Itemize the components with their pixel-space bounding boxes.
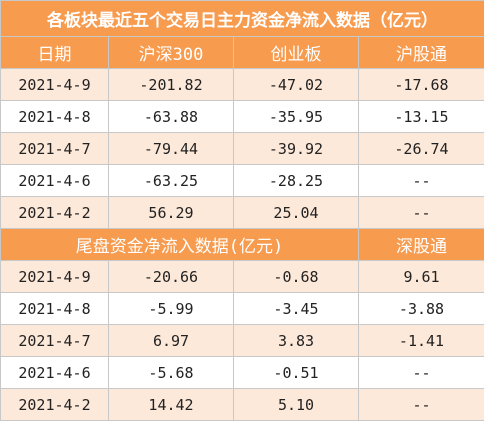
cell: -- (358, 388, 484, 421)
cell: -63.25 (108, 164, 234, 197)
cell: -39.92 (233, 132, 359, 165)
data-row: 2021-4-2 56.29 25.04 -- (0, 196, 484, 229)
column-header: 沪深300 (108, 36, 234, 69)
cell: -0.68 (233, 260, 359, 293)
cell: -5.68 (108, 356, 234, 389)
cell: -3.45 (233, 292, 359, 325)
cell: -17.68 (358, 68, 484, 101)
cell: -- (358, 196, 484, 229)
cell: -1.41 (358, 324, 484, 357)
data-row: 2021-4-7 6.97 3.83 -1.41 (0, 324, 484, 357)
cell: 2021-4-8 (0, 292, 109, 325)
cell: 5.10 (233, 388, 359, 421)
cell: 6.97 (108, 324, 234, 357)
data-row: 2021-4-9 -201.82 -47.02 -17.68 (0, 68, 484, 101)
data-row: 2021-4-7 -79.44 -39.92 -26.74 (0, 132, 484, 165)
cell: -79.44 (108, 132, 234, 165)
data-row: 2021-4-9 -20.66 -0.68 9.61 (0, 260, 484, 293)
cell: 2021-4-9 (0, 260, 109, 293)
cell: -0.51 (233, 356, 359, 389)
column-header: 沪股通 (358, 36, 484, 69)
cell: -20.66 (108, 260, 234, 293)
cell: -3.88 (358, 292, 484, 325)
cell: -26.74 (358, 132, 484, 165)
cell: -5.99 (108, 292, 234, 325)
cell: 14.42 (108, 388, 234, 421)
table-body: 各板块最近五个交易日主力资金净流入数据（亿元） 日期 沪深300 创业板 沪股通 202… (0, 0, 484, 421)
column-header: 日期 (0, 36, 109, 69)
data-row: 2021-4-6 -5.68 -0.51 -- (0, 356, 484, 389)
cell: -- (358, 164, 484, 197)
title-row: 各板块最近五个交易日主力资金净流入数据（亿元） (0, 0, 484, 37)
cell: -63.88 (108, 100, 234, 133)
cell: -13.15 (358, 100, 484, 133)
cell: 2021-4-9 (0, 68, 109, 101)
cell: 2021-4-7 (0, 132, 109, 165)
data-row: 2021-4-8 -63.88 -35.95 -13.15 (0, 100, 484, 133)
cell: 56.29 (108, 196, 234, 229)
cell: 25.04 (233, 196, 359, 229)
data-row: 2021-4-8 -5.99 -3.45 -3.88 (0, 292, 484, 325)
cell: 3.83 (233, 324, 359, 357)
cell: 2021-4-8 (0, 100, 109, 133)
cell: 2021-4-6 (0, 164, 109, 197)
data-row: 2021-4-2 14.42 5.10 -- (0, 388, 484, 421)
cell: 9.61 (358, 260, 484, 293)
cell: 2021-4-6 (0, 356, 109, 389)
column-header: 深股通 (358, 228, 484, 261)
cell: -47.02 (233, 68, 359, 101)
header-row: 日期 沪深300 创业板 沪股通 (0, 36, 484, 69)
cell: -201.82 (108, 68, 234, 101)
cell: -- (358, 356, 484, 389)
section-title: 尾盘资金净流入数据(亿元) (0, 228, 359, 261)
table-title: 各板块最近五个交易日主力资金净流入数据（亿元） (0, 0, 484, 37)
data-table: 各板块最近五个交易日主力资金净流入数据（亿元） 日期 沪深300 创业板 沪股通 202… (0, 0, 484, 421)
section-header-row: 尾盘资金净流入数据(亿元) 深股通 (0, 228, 484, 261)
cell: 2021-4-2 (0, 388, 109, 421)
cell: 2021-4-7 (0, 324, 109, 357)
cell: 2021-4-2 (0, 196, 109, 229)
cell: -28.25 (233, 164, 359, 197)
cell: -35.95 (233, 100, 359, 133)
data-row: 2021-4-6 -63.25 -28.25 -- (0, 164, 484, 197)
column-header: 创业板 (233, 36, 359, 69)
